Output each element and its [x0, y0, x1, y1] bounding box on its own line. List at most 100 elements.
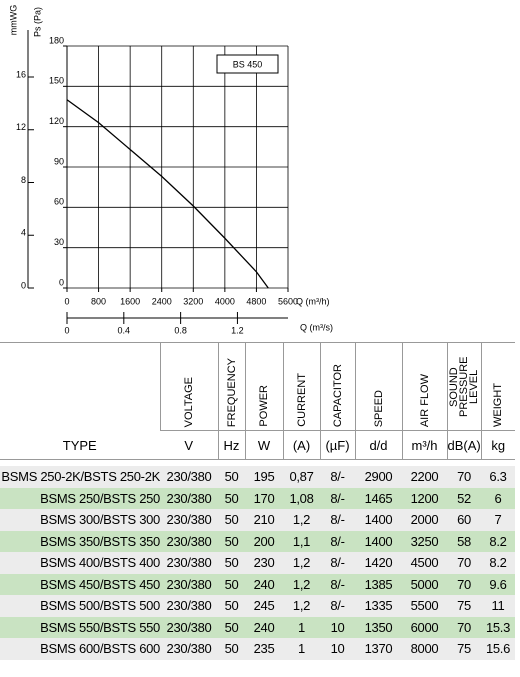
- header-cell: VOLTAGE: [159, 342, 218, 431]
- table-row: BSMS 250/BSTS 250 230/380 50 170 1,08 8/- 1465…: [0, 487, 515, 509]
- x-tick-label: 4800: [246, 296, 266, 306]
- y-tick-label: 180: [49, 35, 64, 45]
- table-cell: 9.6: [481, 573, 515, 595]
- table-cell: BSMS 450/BSTS 450: [0, 573, 160, 595]
- x-axis-label: Q (m³/h): [296, 296, 330, 306]
- table-cell: 8.2: [481, 530, 515, 552]
- table-cell: 5500: [402, 595, 447, 617]
- table-cell: 1400: [355, 509, 402, 531]
- table-cell: 2900: [355, 466, 402, 488]
- table-cell: 5000: [402, 573, 447, 595]
- table-row: BSMS 600/BSTS 600 230/380 50 235 1 10 1370 8000…: [0, 638, 515, 660]
- x2-tick-label: 0.8: [174, 325, 187, 335]
- table-cell: 195: [245, 466, 283, 488]
- header-text: CAPACITOR: [331, 363, 344, 427]
- y2-tick-label: 0: [21, 280, 26, 290]
- table-row: BSMS 350/BSTS 350 230/380 50 200 1,1 8/- 1400 3…: [0, 530, 515, 552]
- header-text: FREQUENCY: [225, 357, 238, 427]
- y2-axis-label: mmWG: [8, 5, 18, 36]
- y2-tick-label: 16: [16, 69, 26, 79]
- table-cell: 210: [245, 509, 283, 531]
- header-text: WEIGHT: [492, 383, 505, 427]
- table-cell: 10: [320, 616, 355, 638]
- table-cell: 6.3: [481, 466, 515, 488]
- table-cell: 50: [218, 573, 245, 595]
- table-cell: 7: [481, 509, 515, 531]
- table-cell: 50: [218, 638, 245, 660]
- header-cell: WEIGHT: [480, 342, 515, 431]
- table-cell: 230/380: [160, 616, 218, 638]
- header-cell: SPEED: [354, 342, 402, 431]
- unit-cell: Hz: [217, 430, 245, 460]
- table-cell: 75: [447, 638, 481, 660]
- x-tick-label: 3200: [183, 296, 203, 306]
- table-cell: 4500: [402, 552, 447, 574]
- table-cell: 230/380: [160, 466, 218, 488]
- table-cell: 6000: [402, 616, 447, 638]
- table-cell: 50: [218, 466, 245, 488]
- table-cell: 230/380: [160, 595, 218, 617]
- table-cell: 1: [283, 616, 320, 638]
- table-cell: 200: [245, 530, 283, 552]
- x-tick-label: 2400: [152, 296, 172, 306]
- table-cell: BSMS 500/BSTS 500: [0, 595, 160, 617]
- table-cell: 8/-: [320, 509, 355, 531]
- table-cell: 1: [283, 638, 320, 660]
- table-cell: 235: [245, 638, 283, 660]
- table-cell: 11: [481, 595, 515, 617]
- header-text: VOLTAGE: [183, 376, 195, 427]
- unit-cell: kg: [480, 430, 515, 460]
- y2-tick-label: 12: [16, 122, 26, 132]
- table-cell: 50: [218, 616, 245, 638]
- table-cell: 240: [245, 616, 283, 638]
- table-cell: 1370: [355, 638, 402, 660]
- table-cell: 70: [447, 616, 481, 638]
- table-cell: 8/-: [320, 573, 355, 595]
- table-cell: 1385: [355, 573, 402, 595]
- table-cell: 1420: [355, 552, 402, 574]
- table-cell: 1200: [402, 487, 447, 509]
- table-cell: 230/380: [160, 487, 218, 509]
- table-cell: 50: [218, 595, 245, 617]
- table-cell: 8.2: [481, 552, 515, 574]
- table-cell: 230/380: [160, 530, 218, 552]
- table-row: BSMS 550/BSTS 550 230/380 50 240 1 10 1350 6000…: [0, 616, 515, 638]
- y-tick-label: 150: [49, 76, 64, 86]
- header-cell: AIR FLOW: [401, 342, 447, 431]
- table-cell: 8/-: [320, 552, 355, 574]
- table-cell: 1465: [355, 487, 402, 509]
- table-cell: 50: [218, 487, 245, 509]
- unit-row: V Hz W (A) (µF) d/d m³/h dB(A) kg: [0, 430, 515, 460]
- unit-cell: V: [160, 430, 218, 460]
- table-cell: 70: [447, 466, 481, 488]
- y2-tick-label: 8: [21, 175, 26, 185]
- table-cell: 8/-: [320, 595, 355, 617]
- x-tick-label: 0: [64, 296, 69, 306]
- table-cell: 70: [447, 552, 481, 574]
- y-tick-label: 120: [49, 116, 64, 126]
- header-row: TYPE VOLTAGE FREQUENCY POWER CURRENT CAPACITO…: [0, 342, 515, 460]
- header-text: POWER: [258, 385, 270, 427]
- y-tick-label: 0: [59, 277, 64, 287]
- header-cell: TYPE: [0, 342, 160, 460]
- table-cell: BSMS 250-2K/BSTS 250-2K: [0, 466, 160, 488]
- table-cell: 8/-: [320, 530, 355, 552]
- table-cell: 170: [245, 487, 283, 509]
- table-cell: 52: [447, 487, 481, 509]
- table-cell: 15.3: [481, 616, 515, 638]
- unit-cell: d/d: [354, 430, 402, 460]
- table-row: BSMS 500/BSTS 500 230/380 50 245 1,2 8/- 1335 5…: [0, 595, 515, 617]
- spec-table: TYPE VOLTAGE FREQUENCY POWER CURRENT CAPACITO…: [0, 342, 515, 660]
- curve-label: BS 450: [233, 59, 263, 69]
- table-row: BSMS 450/BSTS 450 230/380 50 240 1,2 8/- 1385 5…: [0, 573, 515, 595]
- x2-tick-label: 0.4: [118, 325, 131, 335]
- table-cell: 50: [218, 509, 245, 531]
- table-cell: 1,2: [283, 573, 320, 595]
- x2-tick-label: 0: [64, 325, 69, 335]
- table-cell: 230/380: [160, 509, 218, 531]
- header-cell: CAPACITOR: [319, 342, 355, 431]
- x-tick-label: 800: [91, 296, 106, 306]
- unit-cell: m³/h: [401, 430, 447, 460]
- table-row: BSMS 400/BSTS 400 230/380 50 230 1,2 8/- 1420 4…: [0, 552, 515, 574]
- table-cell: 245: [245, 595, 283, 617]
